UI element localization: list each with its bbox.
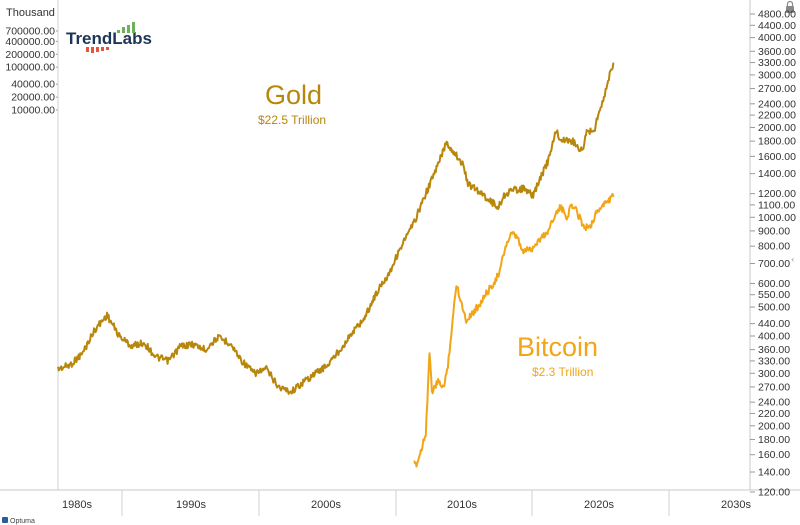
right-tick-label: 180.00: [758, 434, 790, 446]
x-tick-label: 2030s: [721, 499, 751, 511]
right-tick-label: 2400.00: [758, 98, 796, 110]
right-tick-label: 2700.00: [758, 83, 796, 95]
right-tick-label: 270.00: [758, 381, 790, 393]
right-tick-label: 4400.00: [758, 20, 796, 32]
right-tick-label: 360.00: [758, 344, 790, 356]
footer-text: Optuma: [10, 518, 35, 525]
left-tick-label: 200000.00: [5, 49, 55, 61]
right-tick-label: 160.00: [758, 449, 790, 461]
trendlabs-logo: TrendLabs: [66, 22, 152, 53]
right-tick-label: 3600.00: [758, 46, 796, 58]
gold-series-line: [57, 62, 615, 395]
right-tick-label: 4000.00: [758, 32, 796, 44]
brand-text: TrendLabs: [66, 29, 152, 48]
right-tick-label: 500.00: [758, 302, 790, 314]
left-tick-label: 40000.00: [11, 79, 55, 91]
right-tick-label: 240.00: [758, 397, 790, 409]
right-tick-label: 2000.00: [758, 122, 796, 134]
right-tick-label: 1600.00: [758, 151, 796, 163]
left-tick-label: 700000.00: [5, 26, 55, 38]
x-tick-label: 1980s: [62, 499, 92, 511]
x-tick-label: 1990s: [176, 499, 206, 511]
x-tick-label: 2020s: [584, 499, 614, 511]
x-axis: 1980s 1990s 2000s 2010s 2020s 2030s: [62, 490, 751, 516]
right-tick-label: 1000.00: [758, 212, 796, 224]
right-tick-label: 550.00: [758, 289, 790, 301]
right-tick-label: 1400.00: [758, 168, 796, 180]
left-tick-label: 400000.00: [5, 36, 55, 48]
right-tick-label: 700.00: [758, 258, 790, 270]
right-tick-label: 400.00: [758, 330, 790, 342]
bitcoin-series-value: $2.3 Trillion: [532, 365, 593, 379]
left-tick-label: 100000.00: [5, 62, 55, 74]
optuma-icon: [2, 517, 8, 523]
optuma-footer: Optuma: [2, 517, 35, 525]
left-tick-label: 20000.00: [11, 92, 55, 104]
right-tick-label: 3300.00: [758, 57, 796, 69]
unit-label: Thousand: [6, 7, 55, 19]
right-tick-label: 300.00: [758, 368, 790, 380]
chevron-left-icon[interactable]: ‹: [791, 255, 794, 264]
right-tick-label: 220.00: [758, 408, 790, 420]
right-tick-label: 4800.00: [758, 9, 796, 21]
right-tick-label: 900.00: [758, 225, 790, 237]
left-tick-label: 10000.00: [11, 105, 55, 117]
right-tick-label: 330.00: [758, 355, 790, 367]
right-tick-label: 1200.00: [758, 188, 796, 200]
right-tick-label: 120.00: [758, 487, 790, 499]
right-tick-label: 800.00: [758, 241, 790, 253]
right-tick-label: 140.00: [758, 467, 790, 479]
right-tick-label: 600.00: [758, 278, 790, 290]
right-tick-label: 200.00: [758, 420, 790, 432]
x-tick-label: 2010s: [447, 499, 477, 511]
right-tick-label: 3000.00: [758, 69, 796, 81]
logo-bars-down: [86, 47, 109, 53]
logo-bars-up: [117, 22, 135, 33]
bitcoin-series-label: Bitcoin: [517, 332, 598, 362]
right-tick-label: 2200.00: [758, 110, 796, 122]
gold-series-value: $22.5 Trillion: [258, 113, 326, 127]
series-layer: [57, 62, 615, 468]
lock-icon[interactable]: [786, 0, 794, 14]
bitcoin-series-line: [413, 192, 615, 468]
gold-series-label: Gold: [265, 80, 322, 110]
right-tick-label: 1800.00: [758, 136, 796, 148]
x-tick-label: 2000s: [311, 499, 341, 511]
right-tick-label: 440.00: [758, 318, 790, 330]
right-tick-label: 1100.00: [758, 199, 795, 211]
